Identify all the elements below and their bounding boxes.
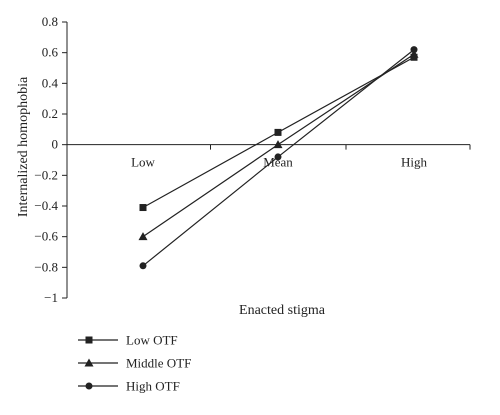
x-tick-label: Mean [263,155,293,170]
series-high-otf [139,46,418,270]
y-tick-label: 0.6 [42,45,59,60]
data-point-middle-otf [409,49,419,58]
legend-item-middle-otf: Middle OTF [78,356,191,371]
y-tick-label: 0.4 [42,75,59,90]
y-tick-label: 0.2 [42,106,58,121]
y-tick-label: −0.6 [34,229,58,244]
legend-item-low-otf: Low OTF [78,333,178,348]
legend: Low OTF Middle OTF High OTF [78,333,191,394]
x-tick-label: Low [131,155,155,170]
data-point-low-otf [274,128,282,136]
y-tick-label: 0.8 [42,14,58,29]
y-tick-label: −0.4 [34,198,58,213]
legend-marker [84,358,94,367]
x-axis: Low Mean High [66,144,471,170]
legend-label: Low OTF [126,333,178,348]
series-layer [138,46,419,270]
legend-label: High OTF [126,379,180,394]
x-tick-label: High [401,155,428,170]
data-point-middle-otf [273,140,283,149]
series-low-otf [139,53,418,212]
legend-marker [85,336,93,344]
x-axis-title: Enacted stigma [239,303,326,318]
legend-label: Middle OTF [126,356,191,371]
y-tick-label: 0 [52,137,59,152]
data-point-high-otf [274,153,282,161]
data-point-high-otf [410,46,418,54]
data-point-middle-otf [138,232,148,241]
y-axis: 0.8 0.6 0.4 0.2 0 −0.2 −0.4 −0.6 −0.8 −1 [34,14,68,305]
data-point-high-otf [139,262,147,270]
series-middle-otf [138,49,419,241]
y-axis-title: Internalized homophobia [16,76,31,217]
data-point-low-otf [139,204,147,212]
y-tick-label: −1 [44,290,58,305]
y-tick-label: −0.2 [34,167,58,182]
y-tick-label: −0.8 [34,259,58,274]
legend-marker [85,382,93,390]
legend-item-high-otf: High OTF [78,379,180,394]
